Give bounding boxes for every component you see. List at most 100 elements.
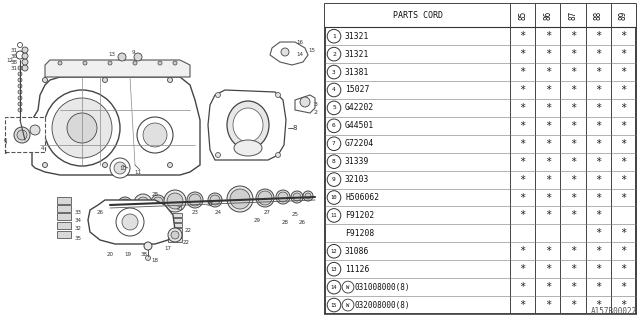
Text: 17: 17 — [164, 245, 172, 251]
Text: 13: 13 — [109, 52, 115, 57]
Text: 3: 3 — [314, 102, 318, 108]
Text: *: * — [620, 139, 627, 149]
Text: 24: 24 — [214, 210, 221, 214]
Polygon shape — [295, 95, 315, 113]
Circle shape — [327, 137, 341, 150]
Circle shape — [22, 53, 28, 59]
Circle shape — [168, 228, 182, 242]
Text: *: * — [520, 121, 526, 131]
Circle shape — [327, 119, 341, 132]
Circle shape — [216, 153, 221, 157]
Text: 18: 18 — [152, 258, 159, 262]
Text: *: * — [595, 211, 602, 220]
Text: *: * — [545, 282, 551, 292]
Text: *: * — [570, 282, 576, 292]
Text: *: * — [595, 282, 602, 292]
Text: *: * — [545, 103, 551, 113]
Text: *: * — [620, 49, 627, 59]
Circle shape — [327, 262, 341, 276]
Circle shape — [22, 47, 28, 53]
Circle shape — [278, 192, 288, 202]
Text: *: * — [570, 157, 576, 167]
Text: 11126: 11126 — [345, 265, 369, 274]
Text: *: * — [570, 85, 576, 95]
Text: *: * — [595, 31, 602, 41]
Text: *: * — [595, 103, 602, 113]
Ellipse shape — [227, 101, 269, 149]
Text: *: * — [570, 121, 576, 131]
Polygon shape — [45, 60, 190, 77]
Text: *: * — [595, 246, 602, 256]
Text: *: * — [520, 139, 526, 149]
Circle shape — [134, 194, 152, 212]
Text: 14: 14 — [296, 52, 303, 58]
Circle shape — [102, 163, 108, 167]
Circle shape — [258, 191, 272, 205]
Circle shape — [18, 66, 22, 70]
Circle shape — [22, 59, 28, 65]
Text: 89: 89 — [619, 11, 628, 20]
Circle shape — [327, 83, 341, 97]
Circle shape — [17, 43, 22, 47]
Text: 27: 27 — [264, 210, 271, 214]
Text: *: * — [595, 49, 602, 59]
Circle shape — [164, 190, 186, 212]
Circle shape — [293, 193, 301, 201]
Text: 12: 12 — [331, 249, 337, 254]
Text: 88: 88 — [594, 11, 603, 20]
Text: 6: 6 — [3, 138, 7, 142]
Text: 10: 10 — [120, 165, 127, 171]
Text: 7: 7 — [3, 142, 7, 148]
Text: *: * — [545, 246, 551, 256]
Polygon shape — [208, 90, 286, 160]
Circle shape — [230, 189, 250, 209]
Circle shape — [18, 72, 22, 76]
Circle shape — [118, 53, 126, 61]
Text: 38: 38 — [141, 252, 147, 258]
Bar — [168, 233, 182, 237]
Text: *: * — [595, 300, 602, 310]
Text: *: * — [520, 175, 526, 185]
Circle shape — [327, 65, 341, 79]
Bar — [168, 223, 182, 227]
Bar — [168, 228, 182, 232]
Text: 37: 37 — [207, 203, 214, 207]
Text: *: * — [570, 103, 576, 113]
Circle shape — [327, 209, 341, 222]
Text: 8: 8 — [332, 159, 336, 164]
Ellipse shape — [233, 108, 263, 142]
Circle shape — [171, 231, 179, 239]
Text: 38: 38 — [10, 60, 17, 65]
Text: F91202: F91202 — [345, 211, 374, 220]
Circle shape — [18, 102, 22, 106]
Text: 15: 15 — [308, 47, 316, 52]
Circle shape — [120, 199, 130, 209]
Text: *: * — [570, 67, 576, 77]
Circle shape — [18, 90, 22, 94]
Circle shape — [187, 192, 203, 208]
Text: 7: 7 — [332, 141, 336, 146]
Text: 23: 23 — [191, 210, 198, 214]
Text: 31: 31 — [10, 66, 17, 70]
Text: 86: 86 — [543, 11, 552, 20]
Text: *: * — [620, 246, 627, 256]
Text: 15: 15 — [331, 302, 337, 308]
Circle shape — [18, 108, 22, 112]
Text: *: * — [595, 139, 602, 149]
Text: 031008000(8): 031008000(8) — [355, 283, 410, 292]
Text: *: * — [620, 264, 627, 274]
Text: 1: 1 — [3, 149, 7, 155]
Text: 31: 31 — [10, 47, 17, 52]
Text: 10: 10 — [331, 195, 337, 200]
Circle shape — [22, 65, 28, 71]
Text: 3: 3 — [332, 69, 336, 75]
Text: *: * — [520, 246, 526, 256]
Circle shape — [133, 61, 137, 65]
Text: *: * — [570, 300, 576, 310]
Text: *: * — [595, 157, 602, 167]
Circle shape — [327, 280, 341, 294]
Text: *: * — [620, 31, 627, 41]
Circle shape — [327, 47, 341, 61]
Circle shape — [256, 189, 274, 207]
Circle shape — [145, 255, 150, 260]
